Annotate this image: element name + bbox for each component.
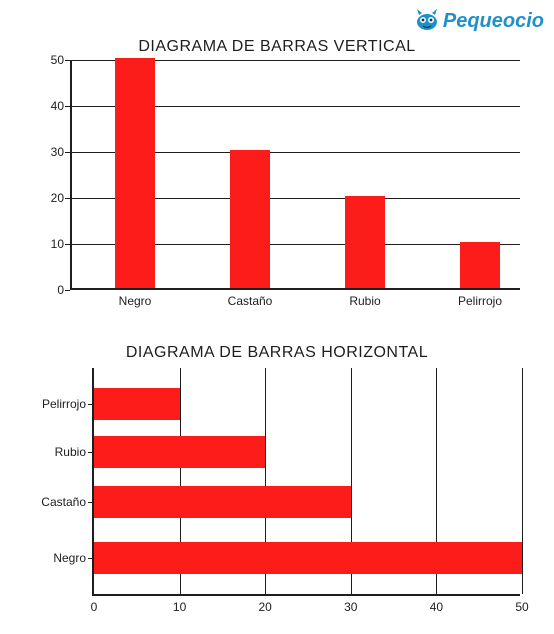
horizontal-y-tick	[88, 558, 94, 559]
vertical-bar-chart: 01020304050NegroCastañoRubioPelirrojo	[40, 60, 520, 320]
vertical-bar	[345, 196, 385, 288]
horizontal-bar	[94, 542, 522, 574]
vertical-bar	[460, 242, 500, 288]
brand-name: Pequeocio	[443, 10, 544, 33]
vertical-y-label: 0	[34, 283, 64, 297]
horizontal-y-tick	[88, 502, 94, 503]
vertical-y-axis	[70, 60, 72, 288]
vertical-y-label: 10	[34, 237, 64, 251]
horizontal-y-label: Negro	[53, 551, 86, 565]
horizontal-y-label: Pelirrojo	[42, 397, 86, 411]
horizontal-y-tick	[88, 404, 94, 405]
vertical-y-label: 50	[34, 53, 64, 67]
horizontal-x-label: 50	[515, 600, 528, 614]
horizontal-bar	[94, 388, 180, 420]
vertical-y-label: 20	[34, 191, 64, 205]
horizontal-y-label: Castaño	[41, 495, 86, 509]
vertical-y-tick	[65, 290, 70, 291]
vertical-bar	[230, 150, 270, 288]
vertical-plot-area: 01020304050NegroCastañoRubioPelirrojo	[70, 60, 520, 290]
vertical-y-tick	[65, 60, 70, 61]
horizontal-x-label: 0	[91, 600, 98, 614]
horizontal-x-label: 10	[173, 600, 186, 614]
vertical-y-tick	[65, 152, 70, 153]
horizontal-x-label: 40	[430, 600, 443, 614]
vertical-y-label: 40	[34, 99, 64, 113]
vertical-x-label: Pelirrojo	[458, 294, 502, 308]
horizontal-x-label: 20	[259, 600, 272, 614]
monster-icon	[413, 6, 441, 37]
vertical-x-label: Rubio	[349, 294, 380, 308]
horizontal-plot-area: 01020304050PelirrojoRubioCastañoNegro	[92, 368, 520, 596]
horizontal-bar	[94, 486, 351, 518]
vertical-chart-title: DIAGRAMA DE BARRAS VERTICAL	[0, 38, 554, 56]
vertical-y-label: 30	[34, 145, 64, 159]
horizontal-y-tick	[88, 452, 94, 453]
vertical-y-tick	[65, 198, 70, 199]
vertical-x-label: Castaño	[228, 294, 273, 308]
vertical-x-label: Negro	[119, 294, 152, 308]
brand-logo: Pequeocio	[413, 6, 544, 37]
vertical-y-tick	[65, 244, 70, 245]
vertical-bar	[115, 58, 155, 288]
vertical-y-tick	[65, 106, 70, 107]
horizontal-x-label: 30	[344, 600, 357, 614]
horizontal-bar-chart: 01020304050PelirrojoRubioCastañoNegro	[40, 368, 520, 622]
horizontal-chart-title: DIAGRAMA DE BARRAS HORIZONTAL	[0, 344, 554, 362]
horizontal-y-label: Rubio	[55, 445, 86, 459]
horizontal-bar	[94, 436, 265, 468]
horizontal-gridline	[522, 368, 523, 594]
